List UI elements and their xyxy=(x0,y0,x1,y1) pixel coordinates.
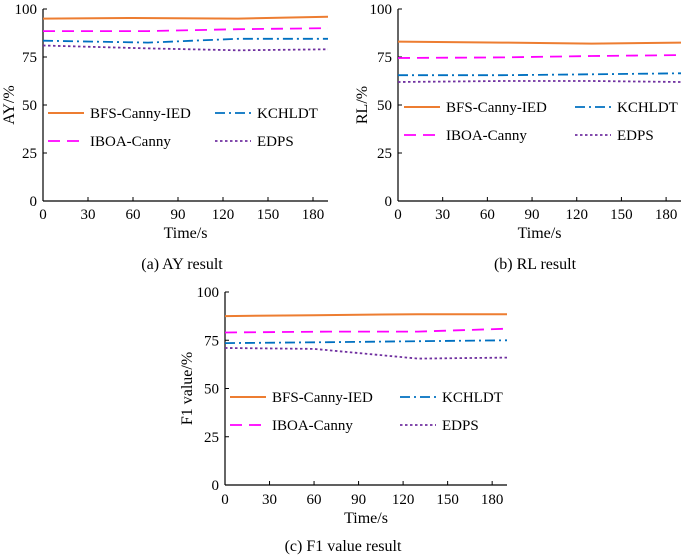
x-tick-label: 30 xyxy=(435,207,450,223)
legend-label: KCHLDT xyxy=(257,106,318,122)
y-tick-label: 50 xyxy=(204,382,219,398)
series-line-iboa-canny xyxy=(43,27,329,33)
y-tick-label: 25 xyxy=(22,146,37,162)
x-tick-label: 60 xyxy=(307,492,322,508)
x-tick-label: 30 xyxy=(262,492,277,508)
series-line-kchldt xyxy=(224,339,508,344)
x-tick-label: 60 xyxy=(126,207,141,223)
x-tick-label: 180 xyxy=(655,207,678,223)
y-tick-label: 25 xyxy=(377,146,392,162)
x-tick-label: 150 xyxy=(436,492,459,508)
series-line-edps xyxy=(224,347,508,360)
y-tick-label: 100 xyxy=(15,2,38,18)
legend-label: BFS-Canny-IED xyxy=(272,390,373,406)
y-tick-label: 75 xyxy=(204,333,219,349)
series-line-iboa-canny xyxy=(397,54,682,59)
y-tick-label: 0 xyxy=(212,478,220,494)
x-tick-label: 90 xyxy=(351,492,366,508)
x-tick-label: 30 xyxy=(81,207,96,223)
chart-panel-1: 0 25 50 75 100 0 30 60 90 120 150 180 Time/s AY/% BFS-… xyxy=(1,2,329,273)
y-tick-label: 100 xyxy=(197,285,220,301)
y-tick-label: 25 xyxy=(204,430,219,446)
x-tick-label: 150 xyxy=(257,207,280,223)
y-tick-label: 0 xyxy=(30,194,38,210)
series-line-edps xyxy=(397,80,682,83)
legend-label: EDPS xyxy=(257,134,294,150)
series-line-bfs-canny-ied xyxy=(224,313,507,318)
legend-label: EDPS xyxy=(617,128,654,144)
chart-caption: (b) RL result xyxy=(494,256,577,273)
chart-caption: (c) F1 value result xyxy=(285,538,402,555)
x-axis-label: Time/s xyxy=(518,225,562,242)
y-axis-label: AY/% xyxy=(1,85,18,124)
x-tick-label: 120 xyxy=(392,492,415,508)
x-tick-label: 60 xyxy=(480,207,495,223)
series-line-edps xyxy=(42,44,329,52)
x-tick-label: 90 xyxy=(171,207,186,223)
x-tick-label: 180 xyxy=(302,207,325,223)
series-line-bfs-canny-ied xyxy=(397,40,682,45)
legend-label: EDPS xyxy=(442,418,479,434)
y-tick-label: 50 xyxy=(377,98,392,114)
y-tick-label: 75 xyxy=(22,50,37,66)
legend-label: IBOA-Canny xyxy=(90,134,171,150)
legend-label: BFS-Canny-IED xyxy=(90,106,191,122)
x-tick-label: 120 xyxy=(565,207,588,223)
x-axis-label: Time/s xyxy=(344,510,388,527)
x-tick-label: 180 xyxy=(481,492,504,508)
legend-label: BFS-Canny-IED xyxy=(446,100,547,116)
legend-label: IBOA-Canny xyxy=(272,418,353,434)
chart-panel-2: 0 25 50 75 100 0 30 60 90 120 150 180 Time/s RL/% BFS-… xyxy=(354,2,682,273)
chart-caption: (a) AY result xyxy=(141,256,223,273)
y-tick-label: 100 xyxy=(370,2,393,18)
series-line-kchldt xyxy=(398,72,682,77)
x-tick-label: 90 xyxy=(525,207,540,223)
x-tick-label: 150 xyxy=(610,207,633,223)
x-tick-label: 0 xyxy=(39,207,47,223)
y-tick-label: 75 xyxy=(377,50,392,66)
x-tick-label: 0 xyxy=(394,207,402,223)
x-tick-label: 0 xyxy=(221,492,229,508)
legend-label: KCHLDT xyxy=(617,100,678,116)
y-axis-label: RL/% xyxy=(354,86,371,124)
series-line-kchldt xyxy=(42,37,328,44)
legend-label: KCHLDT xyxy=(442,390,503,406)
series-line-bfs-canny-ied xyxy=(42,15,329,20)
series-line-iboa-canny xyxy=(224,327,508,334)
x-axis-label: Time/s xyxy=(164,225,208,242)
chart-panel-3: 0 25 50 75 100 0 30 60 90 120 150 180 Time/s F1 value… xyxy=(179,285,508,555)
y-tick-label: 50 xyxy=(22,98,37,114)
y-tick-label: 0 xyxy=(385,194,393,210)
x-tick-label: 120 xyxy=(212,207,235,223)
legend-label: IBOA-Canny xyxy=(446,128,527,144)
y-axis-label: F1 value/% xyxy=(179,352,196,425)
